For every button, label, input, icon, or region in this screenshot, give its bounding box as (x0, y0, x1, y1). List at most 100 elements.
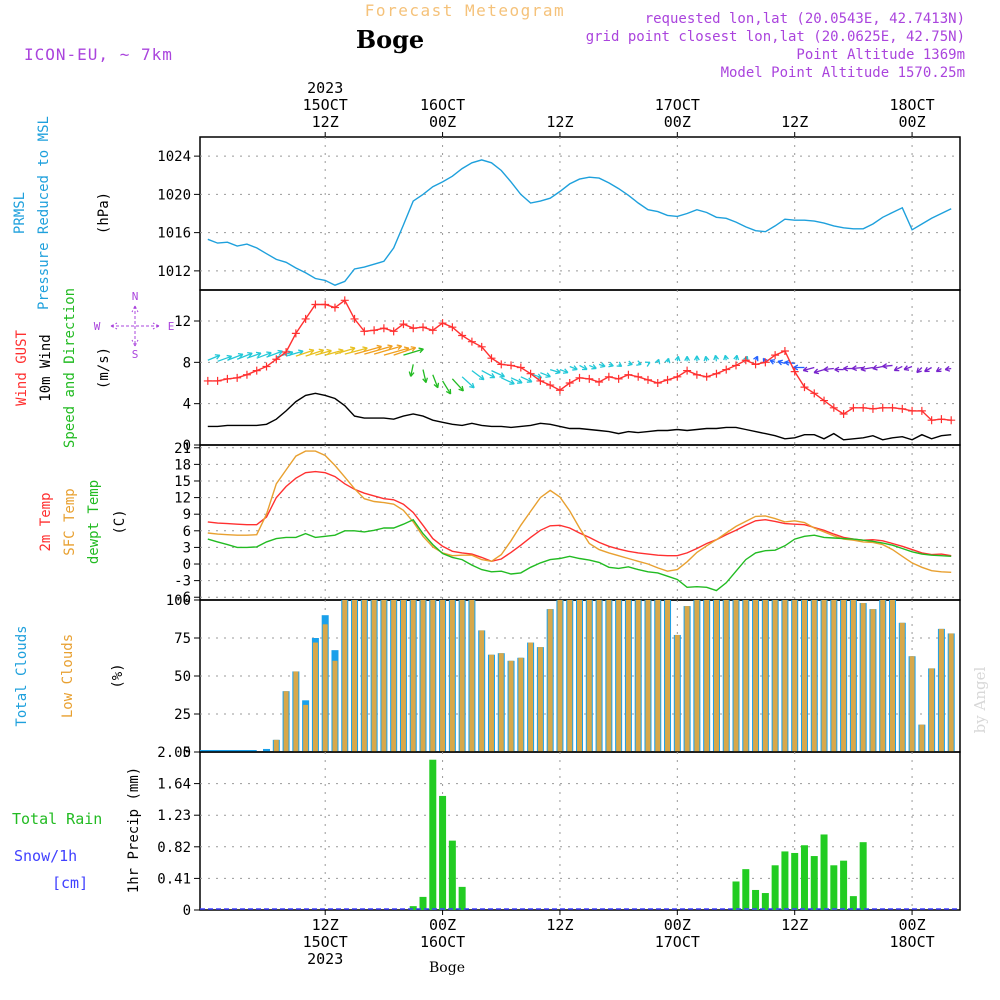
gust-marker (683, 366, 692, 375)
wind-arrow (872, 365, 883, 370)
bar-secondary (547, 609, 553, 752)
gust-marker (252, 366, 261, 375)
gust-marker (233, 373, 242, 382)
wind-arrow (325, 349, 344, 356)
wind-arrow (383, 347, 410, 356)
gust-marker (771, 351, 780, 360)
panel-body (200, 759, 960, 910)
bar-secondary (909, 656, 915, 752)
gust-marker (868, 404, 877, 413)
wind-arrow-head (555, 368, 561, 375)
axis-label: 10m Wind (38, 334, 54, 401)
top-time-label: 15OCT (303, 96, 348, 114)
wind-arrow-head (935, 366, 942, 373)
gust-marker (477, 342, 486, 351)
axis-label: (C) (112, 509, 128, 534)
gust-marker (419, 323, 428, 332)
wind-arrow-head (445, 388, 452, 395)
bar-primary (849, 896, 857, 910)
wind-arrow-head (582, 364, 588, 371)
bar-secondary (430, 600, 436, 752)
wind-arrow-head (944, 365, 951, 372)
bar-secondary (694, 600, 700, 752)
bar-secondary (782, 600, 788, 752)
bar-secondary (479, 630, 485, 752)
gust-marker (272, 355, 281, 364)
bar-primary (752, 889, 760, 910)
wind-arrow (207, 354, 221, 361)
panel-frame (199, 751, 961, 911)
gust-marker (223, 374, 232, 383)
wind-arrow-head (326, 348, 332, 355)
wind-arrow (579, 364, 588, 371)
y-tick-label: 12 (174, 491, 191, 507)
wind-arrow (803, 366, 815, 372)
top-time-label: 12Z (546, 113, 573, 131)
gust-marker (438, 319, 447, 328)
wind-arrow-head (572, 365, 578, 371)
bar-secondary (616, 600, 622, 752)
wind-arrow (364, 345, 393, 355)
axis-label: Total Clouds (14, 625, 30, 726)
gust-marker (428, 326, 437, 335)
wind-arrow-head (418, 347, 424, 354)
bar-secondary (860, 603, 866, 752)
wind-arrow (882, 364, 893, 368)
wind-arrow (461, 376, 475, 389)
gust-marker (702, 372, 711, 381)
wind-arrow-head (834, 366, 840, 373)
bar-secondary (391, 600, 397, 752)
bar-secondary (880, 600, 886, 752)
axis-label: Low Clouds (60, 634, 76, 718)
wind-arrow-head (410, 346, 417, 352)
bar-secondary (312, 642, 318, 752)
bar-secondary (596, 600, 602, 752)
wind-arrow-head (823, 366, 829, 373)
wind-arrow (266, 350, 283, 358)
bar-secondary (704, 600, 710, 752)
bar-secondary (801, 600, 807, 752)
bar-secondary (665, 600, 671, 752)
bar-secondary (890, 600, 896, 752)
y-tick-label: 75 (174, 631, 191, 647)
bottom-time-label: 12Z (312, 916, 339, 934)
bar-secondary (762, 600, 768, 752)
wind-arrow (344, 347, 368, 355)
bar-primary (439, 795, 447, 910)
bar-primary (429, 759, 437, 910)
bar-secondary (655, 600, 661, 752)
wind-arrow (520, 376, 533, 383)
gust-marker (790, 367, 799, 376)
wind-arrow-head (664, 357, 671, 364)
bar-primary (263, 748, 271, 752)
gust-marker (291, 329, 300, 338)
wind-arrow-head (903, 365, 910, 371)
bar-primary (781, 851, 789, 910)
model-altitude: Model Point Altitude 1570.25m (721, 65, 965, 81)
gust-marker (565, 379, 574, 387)
gust-marker (673, 372, 682, 381)
bar-secondary (948, 633, 954, 752)
wind-arrow-head (674, 355, 681, 362)
bar-secondary (938, 628, 944, 752)
wind-arrow-head (489, 373, 496, 379)
top-time-label: 2023 (307, 79, 343, 97)
bar-secondary (645, 600, 651, 752)
gust-marker (487, 354, 496, 363)
gust-marker (311, 300, 320, 309)
bar-secondary (831, 600, 837, 752)
bar-secondary (449, 600, 455, 752)
panel-body (207, 450, 952, 592)
wind-arrow (540, 372, 551, 378)
y-tick-label: 0 (183, 903, 191, 919)
wind-arrow-head (396, 344, 403, 351)
bar-secondary (625, 600, 631, 752)
bar-secondary (772, 600, 778, 752)
wind-arrow-head (608, 361, 614, 368)
wind-arrow-head (703, 355, 710, 362)
wind-arrow (481, 370, 496, 379)
gust-marker (321, 300, 330, 309)
wind-arrow-head (843, 365, 849, 372)
